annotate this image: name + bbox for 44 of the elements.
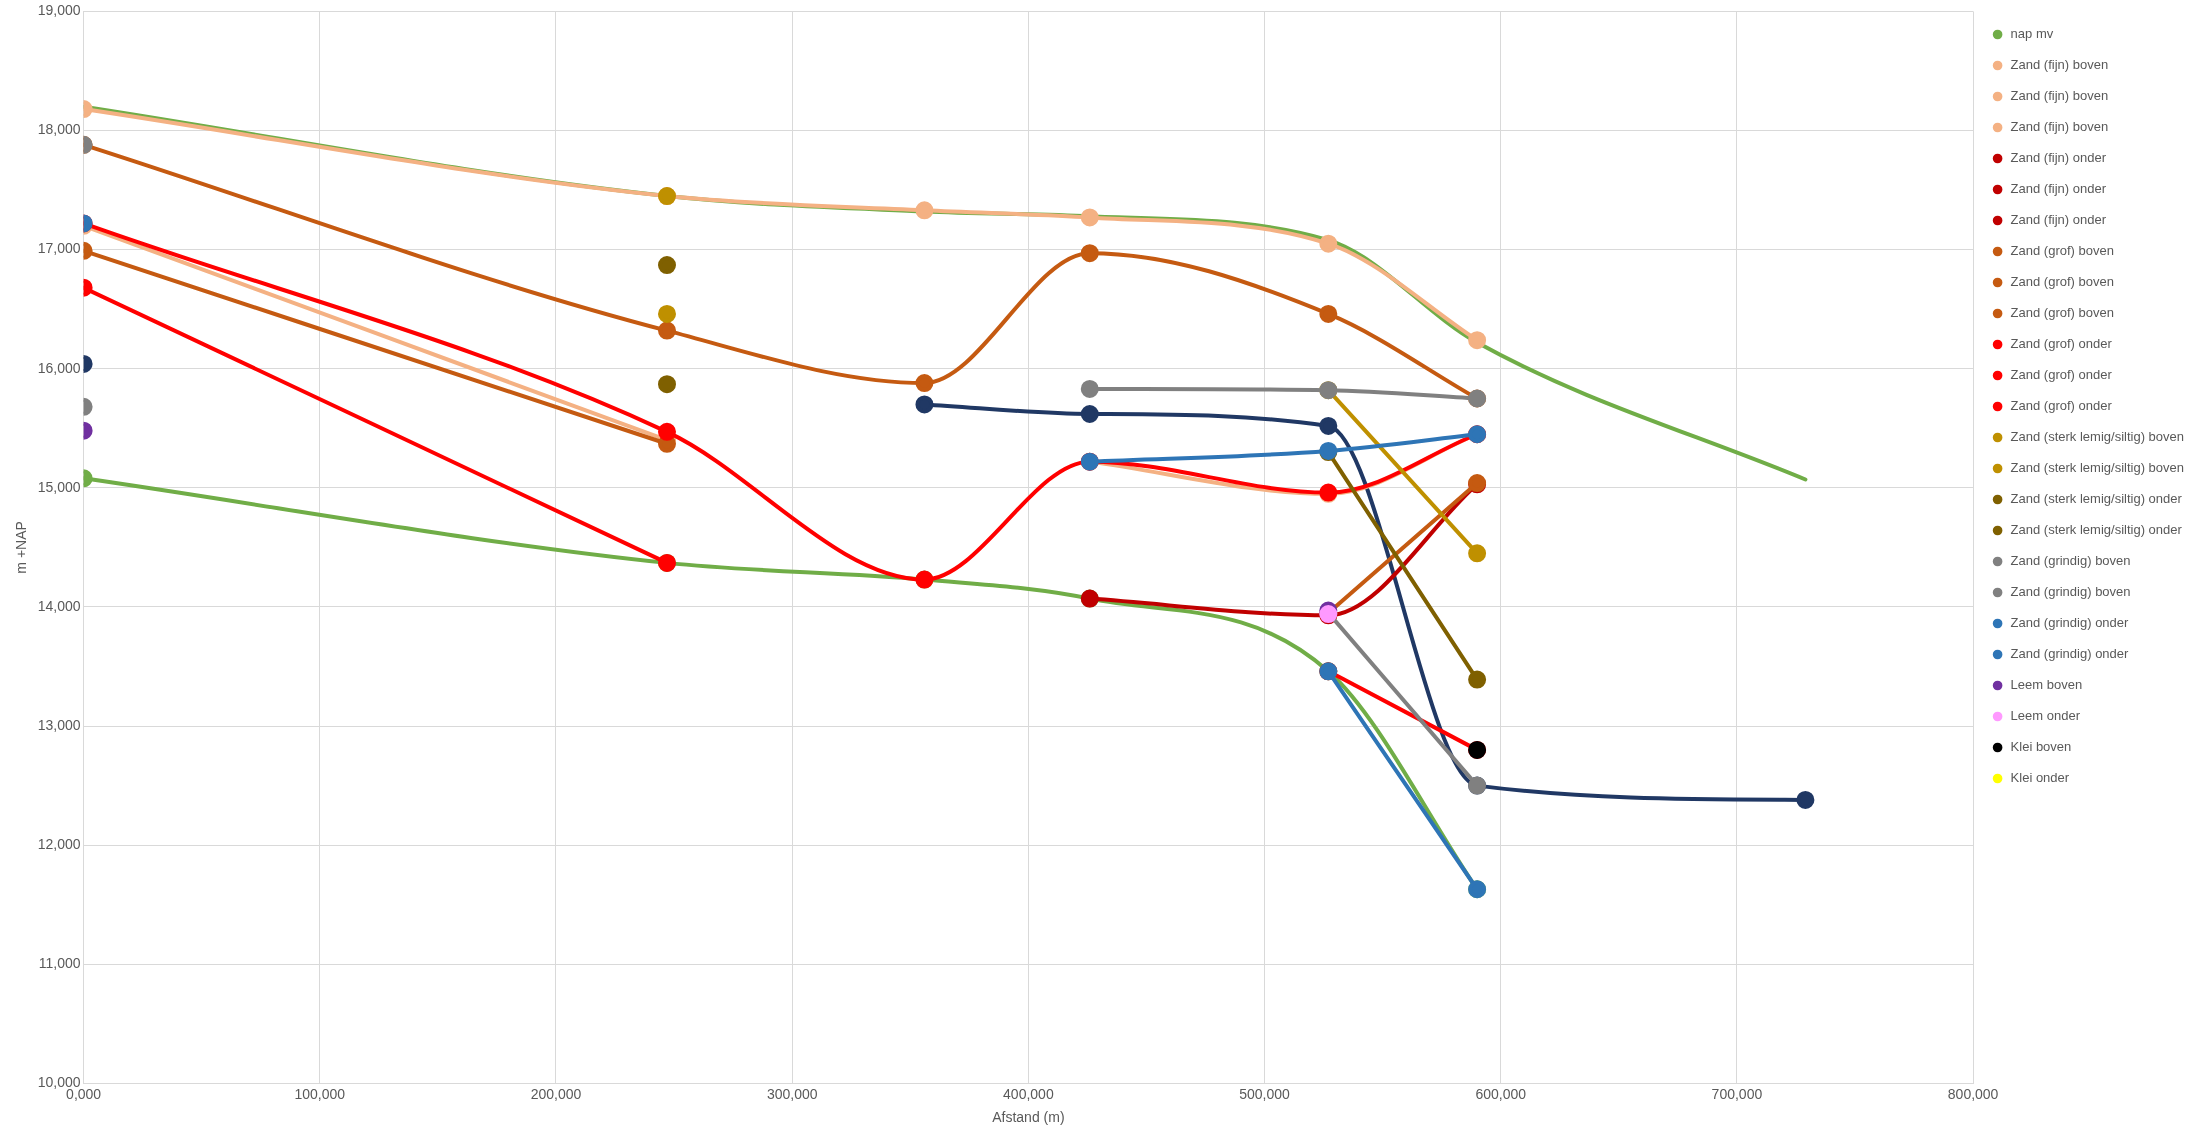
legend-label: Zand (grof) onder [2010, 336, 2113, 352]
legend-label: Zand (sterk lemig/siltig) onder [2010, 491, 2183, 507]
legend-label: Zand (grof) boven [2010, 274, 2114, 290]
y-tick-label: 12,000 [37, 836, 81, 853]
x-tick-label: 700,000 [1711, 1085, 1763, 1102]
y-tick-label: 14,000 [37, 597, 81, 614]
legend-label: Zand (grindig) boven [2010, 584, 2131, 600]
x-tick-label: 500,000 [1239, 1085, 1291, 1102]
y-tick-label: 18,000 [37, 121, 81, 138]
y-tick-label: 11,000 [38, 955, 81, 972]
legend-label: Klei boven [2010, 739, 2072, 755]
legend-label: Zand (fijn) onder [2010, 150, 2107, 166]
x-axis-title: Afstand (m) [992, 1109, 1065, 1126]
x-tick-label: 100,000 [294, 1085, 346, 1102]
legend-label: Zand (fijn) boven [2010, 88, 2109, 104]
y-tick-label: 17,000 [37, 240, 81, 257]
y-tick-label: 16,000 [37, 359, 81, 376]
y-tick-label: 19,000 [37, 2, 81, 19]
y-tick-label: 15,000 [37, 478, 81, 495]
legend-label: Zand (sterk lemig/siltig) boven [2010, 429, 2185, 445]
legend-label: Zand (grof) onder [2010, 367, 2113, 383]
legend-label: Zand (grof) onder [2010, 398, 2113, 414]
legend-label: Leem onder [2010, 708, 2081, 724]
x-tick-label: 200,000 [530, 1085, 582, 1102]
legend-label: Zand (fijn) boven [2010, 57, 2109, 73]
legend-label: Leem boven [2010, 677, 2083, 693]
legend-label: Zand (fijn) boven [2010, 119, 2109, 135]
legend-label: Zand (grof) boven [2010, 305, 2114, 321]
y-axis-title: m +NAP [13, 521, 30, 574]
legend-label: Zand (grindig) onder [2010, 615, 2130, 631]
legend-label: Klei onder [2010, 770, 2070, 786]
legend-label: Zand (grof) boven [2010, 243, 2114, 259]
x-tick-label: 400,000 [1003, 1085, 1054, 1102]
legend-label: Zand (fijn) onder [2010, 212, 2107, 228]
legend-label: nap mv [2010, 26, 2054, 42]
legend-label: Zand (sterk lemig/siltig) onder [2010, 522, 2183, 538]
x-tick-label: 300,000 [766, 1085, 818, 1102]
legend-label: Zand (grindig) boven [2010, 553, 2131, 569]
legend-label: Zand (grindig) onder [2010, 646, 2130, 662]
y-tick-label: 13,000 [37, 716, 81, 733]
x-tick-label: 800,000 [1947, 1085, 1999, 1102]
legend-label: Zand (sterk lemig/siltig) boven [2010, 460, 2185, 476]
legend-label: Zand (fijn) onder [2010, 181, 2107, 197]
x-tick-label: 600,000 [1475, 1085, 1527, 1102]
